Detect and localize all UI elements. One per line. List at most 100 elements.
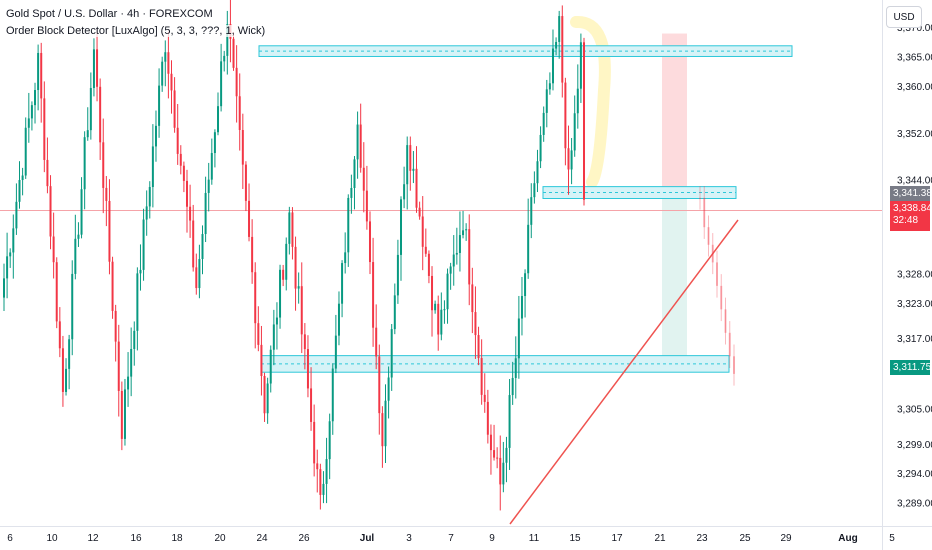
- candle: [449, 262, 452, 290]
- candle: [130, 327, 133, 397]
- candle: [30, 101, 33, 131]
- candle: [341, 260, 344, 318]
- candle: [99, 78, 102, 160]
- candle-body: [514, 358, 517, 378]
- candle-body: [185, 180, 188, 207]
- candle: [161, 56, 164, 92]
- indicator-legend[interactable]: Order Block Detector [LuxAlgo] (5, 3, 3,…: [6, 25, 266, 37]
- candle: [37, 44, 40, 111]
- candle-body: [288, 212, 291, 244]
- x-tick-label: 6: [7, 533, 13, 544]
- candle: [288, 206, 291, 255]
- x-tick-label: 7: [448, 533, 454, 544]
- candle-body: [226, 24, 229, 56]
- candle: [499, 435, 502, 511]
- candle-body: [468, 229, 471, 285]
- candle-body: [310, 388, 313, 422]
- candle-body: [123, 389, 126, 439]
- candle: [65, 358, 68, 396]
- projected-candle-body: [707, 227, 710, 245]
- candle-body: [344, 252, 347, 264]
- candle: [43, 81, 46, 173]
- candle-body: [548, 83, 551, 90]
- candle-body: [489, 434, 492, 451]
- candle: [279, 264, 282, 329]
- candle: [505, 436, 508, 483]
- candle-body: [415, 168, 418, 208]
- x-tick-label: 16: [130, 533, 142, 544]
- x-tick-label: Jul: [360, 533, 375, 544]
- candle: [319, 463, 322, 510]
- candle-body: [235, 67, 238, 97]
- candle: [533, 171, 536, 204]
- candle: [558, 10, 561, 59]
- candle: [24, 117, 27, 179]
- candle: [328, 413, 331, 480]
- candle-body: [89, 88, 92, 131]
- candle-body: [40, 52, 43, 99]
- y-tick-label: 3,360.00: [897, 82, 932, 93]
- candle-body: [192, 220, 195, 268]
- candle: [570, 138, 573, 185]
- candle: [40, 42, 43, 123]
- y-tick-label: 3,365.00: [897, 53, 932, 64]
- candle: [46, 137, 49, 194]
- candle: [145, 190, 148, 236]
- candle: [310, 367, 313, 431]
- projected-candle: [699, 186, 701, 210]
- candle-body: [328, 421, 331, 460]
- candle-body: [555, 41, 558, 49]
- projected-candle-body: [703, 197, 706, 228]
- candle-body: [80, 189, 83, 235]
- candle: [198, 244, 201, 299]
- candle: [524, 269, 527, 318]
- candle: [164, 40, 167, 87]
- projected-candle: [728, 321, 731, 369]
- symbol-title[interactable]: Gold Spot / U.S. Dollar · 4h · FOREXCOM: [6, 8, 213, 20]
- candle-body: [61, 348, 64, 392]
- candle-body: [505, 447, 508, 463]
- candle: [220, 43, 223, 112]
- candle-body: [105, 187, 108, 201]
- candle-body: [260, 344, 263, 376]
- candle-body: [201, 234, 204, 260]
- candle-body: [139, 269, 142, 274]
- candle: [409, 136, 412, 191]
- candle: [390, 324, 393, 391]
- candle: [508, 379, 511, 470]
- currency-selector[interactable]: USD: [886, 6, 922, 28]
- projected-candle-body: [711, 244, 714, 263]
- candle: [356, 111, 359, 179]
- x-tick-label: 18: [171, 533, 183, 544]
- candle-body: [471, 284, 474, 313]
- candle-body: [96, 49, 99, 87]
- candle-body: [493, 450, 496, 458]
- candle: [564, 77, 567, 166]
- candle: [372, 237, 375, 347]
- candle-body: [148, 187, 151, 207]
- candle-body: [195, 267, 198, 289]
- candle: [238, 73, 241, 151]
- candle: [573, 95, 576, 157]
- candle: [12, 214, 15, 279]
- candle-body: [409, 145, 412, 171]
- candle-body: [455, 252, 458, 255]
- candle-body: [167, 52, 170, 74]
- projected-candle: [716, 250, 718, 298]
- candle-body: [145, 206, 148, 220]
- candle-body: [176, 127, 179, 154]
- candle: [412, 151, 415, 184]
- candle: [434, 300, 437, 314]
- candle: [133, 321, 136, 366]
- x-tick-label: 11: [529, 533, 540, 544]
- candle-body: [52, 236, 55, 263]
- projected-candle: [724, 297, 727, 345]
- candle-body: [350, 187, 353, 198]
- candle-body: [465, 229, 468, 231]
- candle-body: [120, 390, 123, 439]
- candle: [142, 208, 145, 281]
- candle-body: [127, 376, 130, 390]
- candle: [313, 404, 316, 477]
- x-tick-label: 23: [696, 533, 708, 544]
